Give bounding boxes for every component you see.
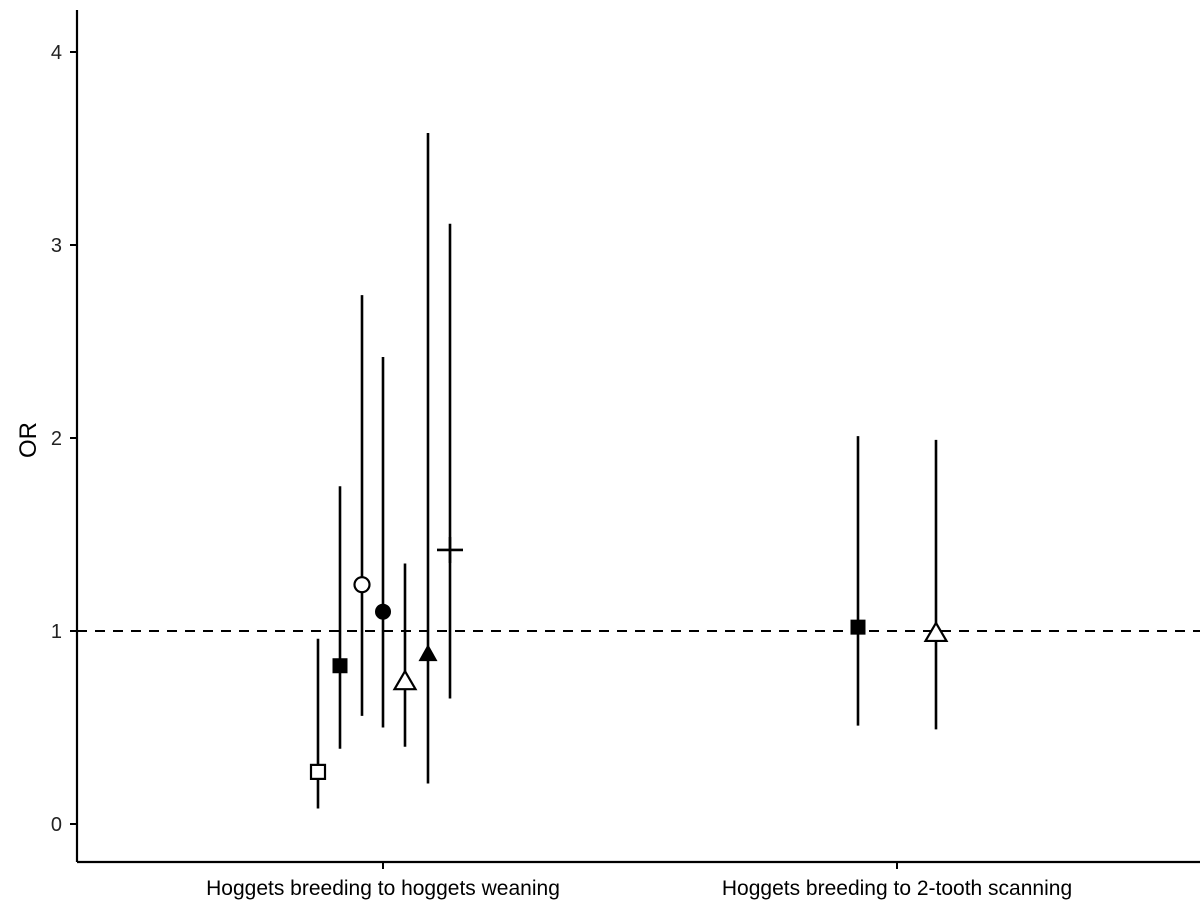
y-tick-label: 2 xyxy=(51,428,62,450)
x-category-label: Hoggets breeding to hoggets weaning xyxy=(206,877,560,900)
y-tick-label: 3 xyxy=(51,235,62,257)
or-point-open-triangle xyxy=(923,620,949,643)
y-axis-title: OR xyxy=(15,422,42,458)
or-point-filled-circle xyxy=(375,603,391,620)
or-point-filled-triangle xyxy=(418,644,438,662)
or-point-open-triangle xyxy=(392,668,418,691)
y-tick-label: 0 xyxy=(51,814,62,836)
y-tick-label: 4 xyxy=(51,42,62,64)
or-point-filled-square xyxy=(332,658,348,674)
x-category-label: Hoggets breeding to 2-tooth scanning xyxy=(722,877,1072,900)
y-tick-label: 1 xyxy=(51,621,62,643)
or-point-open-square xyxy=(309,763,327,780)
or-point-plus xyxy=(437,536,463,563)
or-point-open-circle xyxy=(353,576,371,594)
or-point-filled-square xyxy=(850,619,866,635)
